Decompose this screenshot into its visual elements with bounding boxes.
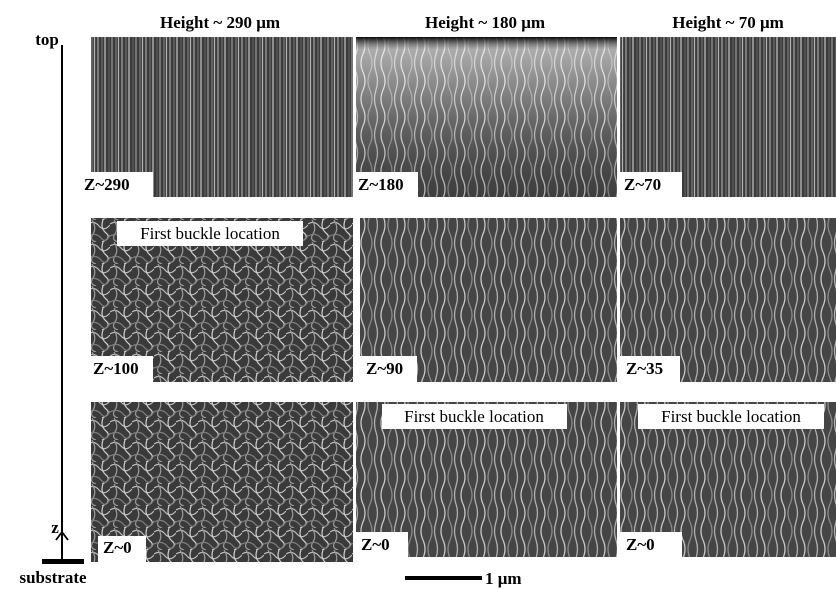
panel-label: Z~35 <box>626 359 663 378</box>
image-shading <box>356 37 617 197</box>
panel-label: Z~0 <box>626 535 655 554</box>
annotation: First buckle location <box>404 407 544 426</box>
sem-image <box>91 37 353 197</box>
label-box <box>620 356 680 382</box>
label-box <box>80 172 153 197</box>
label-box <box>360 356 417 382</box>
label-box <box>356 172 418 197</box>
annotation-box <box>382 404 567 429</box>
sem-image <box>620 218 836 382</box>
panel-label: Z~0 <box>361 535 390 554</box>
panel-label: Z~70 <box>624 175 661 194</box>
panel-label: Z~100 <box>93 359 139 378</box>
annotation-box <box>117 221 303 246</box>
scale-bar-label: 1 μm <box>485 569 522 588</box>
sem-image <box>91 402 353 562</box>
column-header: Height ~ 180 μm <box>425 13 545 32</box>
substrate-bar <box>42 559 84 564</box>
scale-bar <box>405 576 482 580</box>
axis-z-label: z <box>51 518 59 537</box>
column-header: Height ~ 70 μm <box>672 13 784 32</box>
column-header: Height ~ 290 μm <box>160 13 280 32</box>
label-box <box>356 532 408 557</box>
annotation: First buckle location <box>661 407 801 426</box>
label-box <box>620 532 682 557</box>
panel-label: Z~290 <box>84 175 130 194</box>
panel-label: Z~90 <box>366 359 403 378</box>
label-box <box>98 536 146 562</box>
panel-label: Z~0 <box>103 538 132 557</box>
panel-label: Z~180 <box>358 175 404 194</box>
sem-image <box>620 37 836 197</box>
annotation-box <box>638 404 824 429</box>
annotation: First buckle location <box>140 224 280 243</box>
axis-top-label: top <box>35 30 59 49</box>
sem-image <box>360 218 617 382</box>
label-box <box>91 356 153 382</box>
label-box <box>620 172 682 197</box>
axis-arrow <box>55 530 69 541</box>
axis-bottom-label: substrate <box>19 568 87 587</box>
